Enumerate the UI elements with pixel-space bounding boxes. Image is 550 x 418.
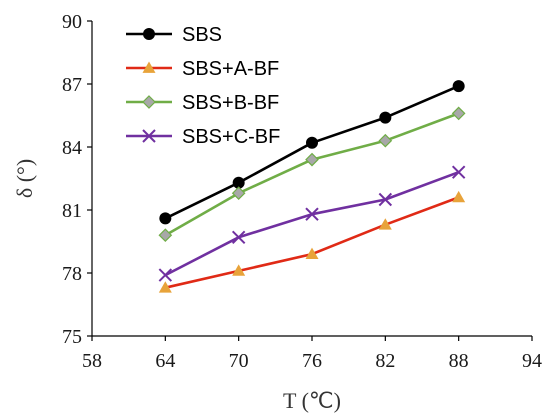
x-tick-label: 88 [449, 350, 469, 372]
legend-entry: SBS+B-BF [126, 92, 279, 114]
data-point [231, 186, 246, 201]
data-point [232, 264, 246, 276]
y-tick-label: 90 [62, 11, 82, 33]
data-point [305, 152, 319, 167]
series-2 [158, 190, 466, 293]
legend-marker [142, 95, 156, 109]
y-tick-label: 84 [62, 137, 82, 159]
legend: SBS SBS+A-BF SBS+B-BF SBS+C-BF [126, 24, 280, 148]
data-point [305, 207, 319, 221]
data-point [378, 133, 393, 148]
data-point [451, 106, 466, 121]
x-marker-stroke [305, 207, 319, 221]
data-point [158, 228, 173, 243]
y-tick-label: 87 [62, 74, 82, 96]
y-tick-label: 81 [62, 200, 82, 222]
x-marker-stroke [378, 192, 393, 207]
x-axis-title: T (℃) [283, 388, 341, 413]
legend-marker [143, 28, 155, 40]
x-marker-stroke [231, 230, 246, 245]
series-line [164, 170, 460, 277]
series-3 [158, 106, 466, 243]
x-marker-stroke [158, 268, 173, 282]
series-layer [158, 80, 466, 293]
y-tick-label: 78 [62, 263, 82, 285]
data-point [158, 281, 172, 293]
x-tick-label: 64 [155, 350, 175, 372]
data-point [306, 136, 318, 149]
data-point [451, 165, 466, 179]
data-point [378, 218, 392, 230]
data-point [452, 80, 465, 93]
x-tick-label: 94 [522, 350, 542, 372]
x-tick-label: 58 [82, 350, 102, 372]
series-4 [158, 165, 466, 282]
x-marker-stroke [451, 165, 466, 179]
data-point [232, 176, 245, 189]
data-point [231, 230, 246, 245]
data-point [379, 111, 392, 124]
tick-labels: 58 64 70 76 82 88 94 75 78 81 84 87 90 [62, 11, 542, 372]
legend-label: SBS+A-BF [182, 58, 279, 80]
legend-label: SBS [182, 24, 222, 46]
legend-entry: SBS+C-BF [126, 126, 280, 148]
data-point [378, 192, 393, 207]
x-marker-stroke [142, 129, 156, 143]
x-tick-label: 82 [375, 350, 395, 372]
x-tick-label: 76 [302, 350, 322, 372]
y-tick-label: 75 [62, 326, 82, 348]
legend-entry: SBS+A-BF [126, 58, 279, 80]
data-point [452, 190, 466, 203]
legend-marker [142, 129, 156, 143]
data-point [305, 247, 319, 259]
legend-marker [142, 61, 156, 73]
x-tick-label: 70 [229, 350, 249, 372]
data-point [158, 268, 173, 282]
legend-label: SBS+B-BF [182, 92, 279, 114]
tick-marks [87, 20, 533, 341]
data-point [159, 212, 172, 225]
legend-entry: SBS [126, 24, 222, 46]
series-1 [159, 80, 465, 225]
y-axis-title: δ (°) [12, 159, 37, 198]
legend-label: SBS+C-BF [182, 126, 280, 148]
